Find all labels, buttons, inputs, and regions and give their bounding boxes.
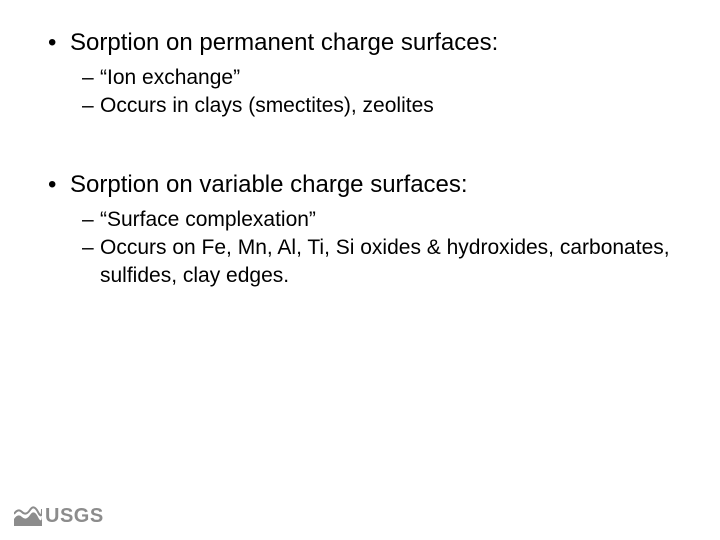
bullet-title: Sorption on permanent charge surfaces: <box>70 29 498 56</box>
sub-list: “Surface complexation” Occurs on Fe, Mn,… <box>70 206 672 290</box>
sub-item: Occurs in clays (smectites), zeolites <box>82 92 672 120</box>
sub-item: “Ion exchange” <box>82 64 672 92</box>
usgs-logo: USGS <box>14 506 104 526</box>
sub-item: “Surface complexation” <box>82 206 672 234</box>
sub-item: Occurs on Fe, Mn, Al, Ti, Si oxides & hy… <box>82 234 672 290</box>
spacer <box>48 128 672 170</box>
bullet-title: Sorption on variable charge surfaces: <box>70 171 468 198</box>
bullet-list: Sorption on variable charge surfaces: “S… <box>48 170 672 290</box>
list-item: Sorption on permanent charge surfaces: “… <box>48 28 672 120</box>
wave-icon <box>14 506 42 526</box>
usgs-text: USGS <box>45 506 104 526</box>
list-item: Sorption on variable charge surfaces: “S… <box>48 170 672 290</box>
sub-list: “Ion exchange” Occurs in clays (smectite… <box>70 64 672 120</box>
slide-body: Sorption on permanent charge surfaces: “… <box>0 0 720 540</box>
bullet-list: Sorption on permanent charge surfaces: “… <box>48 28 672 120</box>
